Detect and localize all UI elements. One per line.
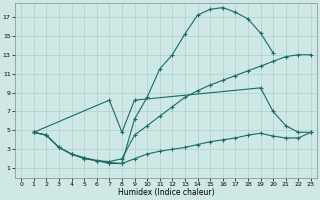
X-axis label: Humidex (Indice chaleur): Humidex (Indice chaleur) [118, 188, 214, 197]
